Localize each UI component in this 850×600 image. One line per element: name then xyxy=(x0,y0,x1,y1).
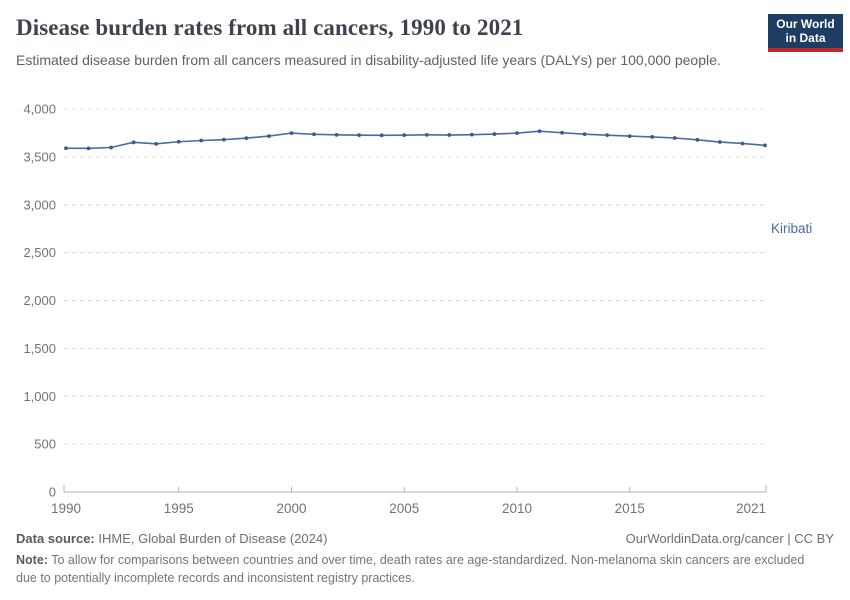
data-point[interactable] xyxy=(131,140,136,145)
y-tick-label: 4,000 xyxy=(23,102,56,117)
data-point[interactable] xyxy=(357,133,362,138)
data-point[interactable] xyxy=(289,131,294,136)
owid-logo-line1: Our World xyxy=(776,17,835,31)
data-source-label: Data source: xyxy=(16,531,95,546)
data-source-value: IHME, Global Burden of Disease (2024) xyxy=(94,531,328,546)
y-tick-label: 3,500 xyxy=(23,149,56,164)
data-point[interactable] xyxy=(199,138,204,143)
y-tick-label: 1,000 xyxy=(23,389,56,404)
data-point[interactable] xyxy=(176,139,181,144)
data-point[interactable] xyxy=(86,146,91,151)
page-title: Disease burden rates from all cancers, 1… xyxy=(16,15,524,40)
y-tick-label: 1,500 xyxy=(23,341,56,356)
data-point[interactable] xyxy=(469,132,474,137)
data-point[interactable] xyxy=(763,143,767,148)
data-point[interactable] xyxy=(672,136,677,140)
data-point[interactable] xyxy=(740,141,745,146)
data-point[interactable] xyxy=(650,135,655,139)
data-point[interactable] xyxy=(492,132,497,136)
data-point[interactable] xyxy=(515,131,519,136)
data-point[interactable] xyxy=(695,137,700,142)
data-point[interactable] xyxy=(334,132,339,137)
data-point[interactable] xyxy=(312,132,316,137)
y-tick-label: 0 xyxy=(49,485,56,500)
chart-footer: Data source: IHME, Global Burden of Dise… xyxy=(16,531,834,587)
plot-area[interactable]: 0 500 1,000 1,500 2,000 2,500 3,000 3,500 4,000 1… xyxy=(0,88,850,528)
owid-logo: Our World in Data xyxy=(768,14,843,52)
attribution-link[interactable]: OurWorldinData.org/cancer | CC BY xyxy=(625,531,834,546)
data-point[interactable] xyxy=(424,132,429,137)
chart-subtitle: Estimated disease burden from all cancer… xyxy=(16,52,721,68)
data-point[interactable] xyxy=(221,137,226,142)
x-tick-label: 1995 xyxy=(164,501,194,516)
data-source: Data source: IHME, Global Burden of Dise… xyxy=(16,531,327,546)
x-tick-label: 2010 xyxy=(502,501,532,516)
owid-logo-line2: in Data xyxy=(785,31,826,45)
data-point[interactable] xyxy=(447,133,452,137)
line-series-kiribati[interactable] xyxy=(65,130,766,150)
x-tick-label: 2015 xyxy=(615,501,645,516)
footnote-text: To allow for comparisons between countri… xyxy=(16,553,805,585)
data-point[interactable] xyxy=(627,134,632,138)
y-tick-label: 3,000 xyxy=(23,197,56,212)
y-tick-label: 2,500 xyxy=(23,245,56,260)
data-point[interactable] xyxy=(718,140,722,144)
data-point[interactable] xyxy=(402,133,407,138)
y-tick-label: 500 xyxy=(34,437,56,452)
x-tick-label: 2005 xyxy=(389,501,419,516)
footnote-label: Note: xyxy=(16,553,48,567)
x-tick-label: 2000 xyxy=(276,501,306,516)
data-point[interactable] xyxy=(154,141,159,146)
x-tick-label: 1990 xyxy=(51,501,81,516)
data-point[interactable] xyxy=(244,136,249,141)
data-point[interactable] xyxy=(582,132,587,137)
data-point[interactable] xyxy=(267,134,271,138)
data-point[interactable] xyxy=(560,130,564,135)
data-point[interactable] xyxy=(379,133,384,138)
y-tick-label: 2,000 xyxy=(23,293,56,308)
series-label-kiribati: Kiribati xyxy=(771,221,813,236)
data-point[interactable] xyxy=(109,145,113,150)
data-point[interactable] xyxy=(605,133,610,138)
line-chart-svg[interactable]: 0 500 1,000 1,500 2,000 2,500 3,000 3,500 4,000 1… xyxy=(0,88,850,528)
footnote: Note: To allow for comparisons between c… xyxy=(16,552,816,587)
data-point[interactable] xyxy=(64,146,68,151)
data-point[interactable] xyxy=(537,129,542,134)
x-tick-label: 2021 xyxy=(736,501,766,516)
